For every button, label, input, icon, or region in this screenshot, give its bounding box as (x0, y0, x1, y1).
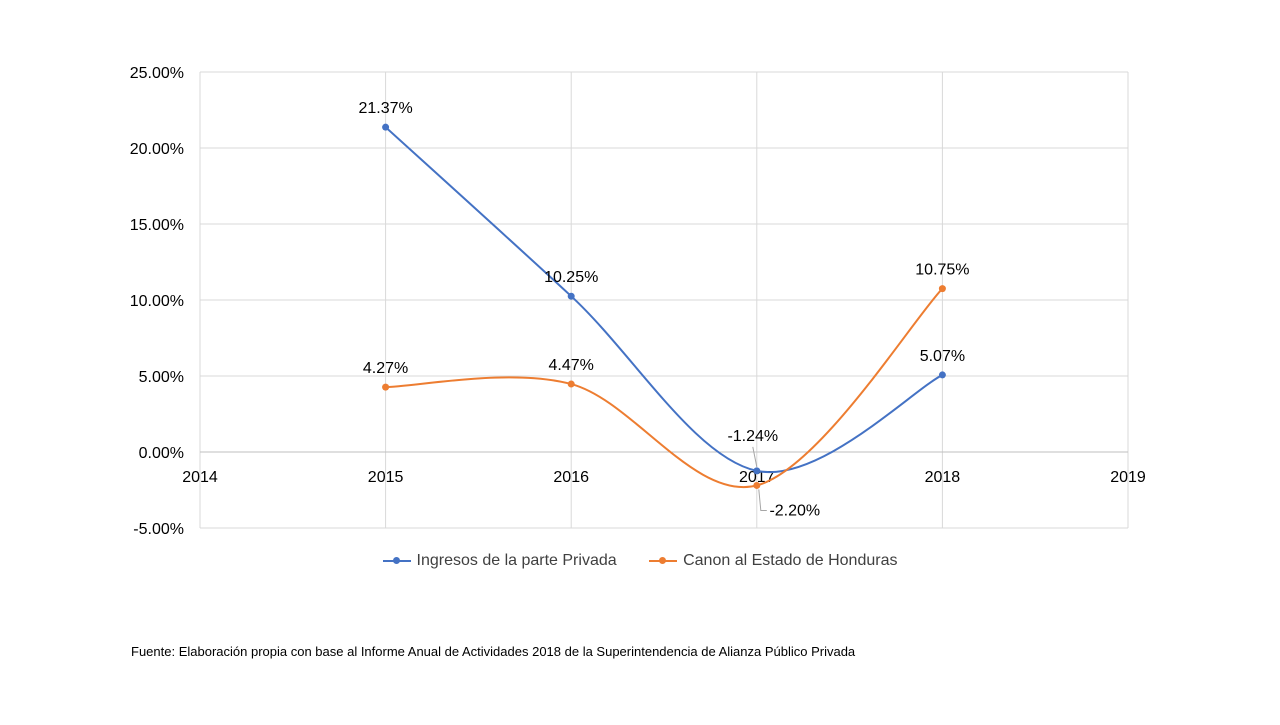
x-tick-label: 2016 (553, 469, 589, 486)
series-layer (382, 123, 946, 489)
y-tick-label: 25.00% (130, 65, 184, 82)
legend-swatch-ingresos (382, 557, 411, 564)
data-label: 5.07% (920, 348, 965, 365)
data-label: -2.20% (769, 502, 820, 519)
series-line-1 (385, 287, 944, 489)
x-tick-label: 2018 (925, 469, 961, 486)
legend-item-ingresos: Ingresos de la parte Privada (382, 552, 617, 570)
series-point-1 (938, 285, 946, 293)
x-tick-label: 2019 (1110, 469, 1146, 486)
x-tick-label: 2015 (368, 469, 404, 486)
data-label: 21.37% (358, 100, 412, 117)
series-line-0 (384, 126, 943, 474)
series-point-0 (938, 371, 946, 379)
series-point-1 (382, 383, 390, 391)
series-point-1 (567, 380, 575, 388)
y-tick-label: 20.00% (130, 141, 184, 158)
x-tick-label: 2014 (182, 469, 218, 486)
grid-layer (199, 71, 1129, 529)
data-label: -1.24% (727, 428, 778, 445)
y-tick-label: 0.00% (139, 445, 184, 462)
y-tick-label: -5.00% (133, 521, 184, 538)
data-label: 10.25% (544, 269, 598, 286)
data-label: 4.47% (549, 357, 594, 374)
y-tick-label: 15.00% (130, 217, 184, 234)
series-point-1 (753, 481, 761, 489)
leader-line (752, 446, 758, 467)
legend-item-canon: Canon al Estado de Honduras (649, 552, 897, 570)
legend-label-canon: Canon al Estado de Honduras (683, 552, 898, 569)
data-label: 4.27% (363, 360, 408, 377)
y-tick-label: 10.00% (130, 293, 184, 310)
label-layer: 21.37% 10.25% -1.24% 5.07% 4.27% 4.47% -2.20% 1… (358, 100, 969, 519)
legend: Ingresos de la parte Privada Canon al Es… (0, 549, 1280, 570)
y-tick-label: 5.00% (139, 369, 184, 386)
data-label: 10.75% (915, 262, 969, 279)
axis-layer: -5.00% 0.00% 5.00% 10.00% 15.00% 20.00% 25.00%… (130, 65, 1146, 538)
legend-swatch-canon (649, 557, 678, 564)
source-note: Fuente: Elaboración propia con base al I… (131, 644, 856, 659)
leader-line (758, 489, 767, 511)
series-point-0 (567, 292, 575, 300)
legend-label-ingresos: Ingresos de la parte Privada (416, 552, 617, 569)
series-point-0 (753, 467, 761, 475)
series-point-0 (382, 123, 390, 131)
